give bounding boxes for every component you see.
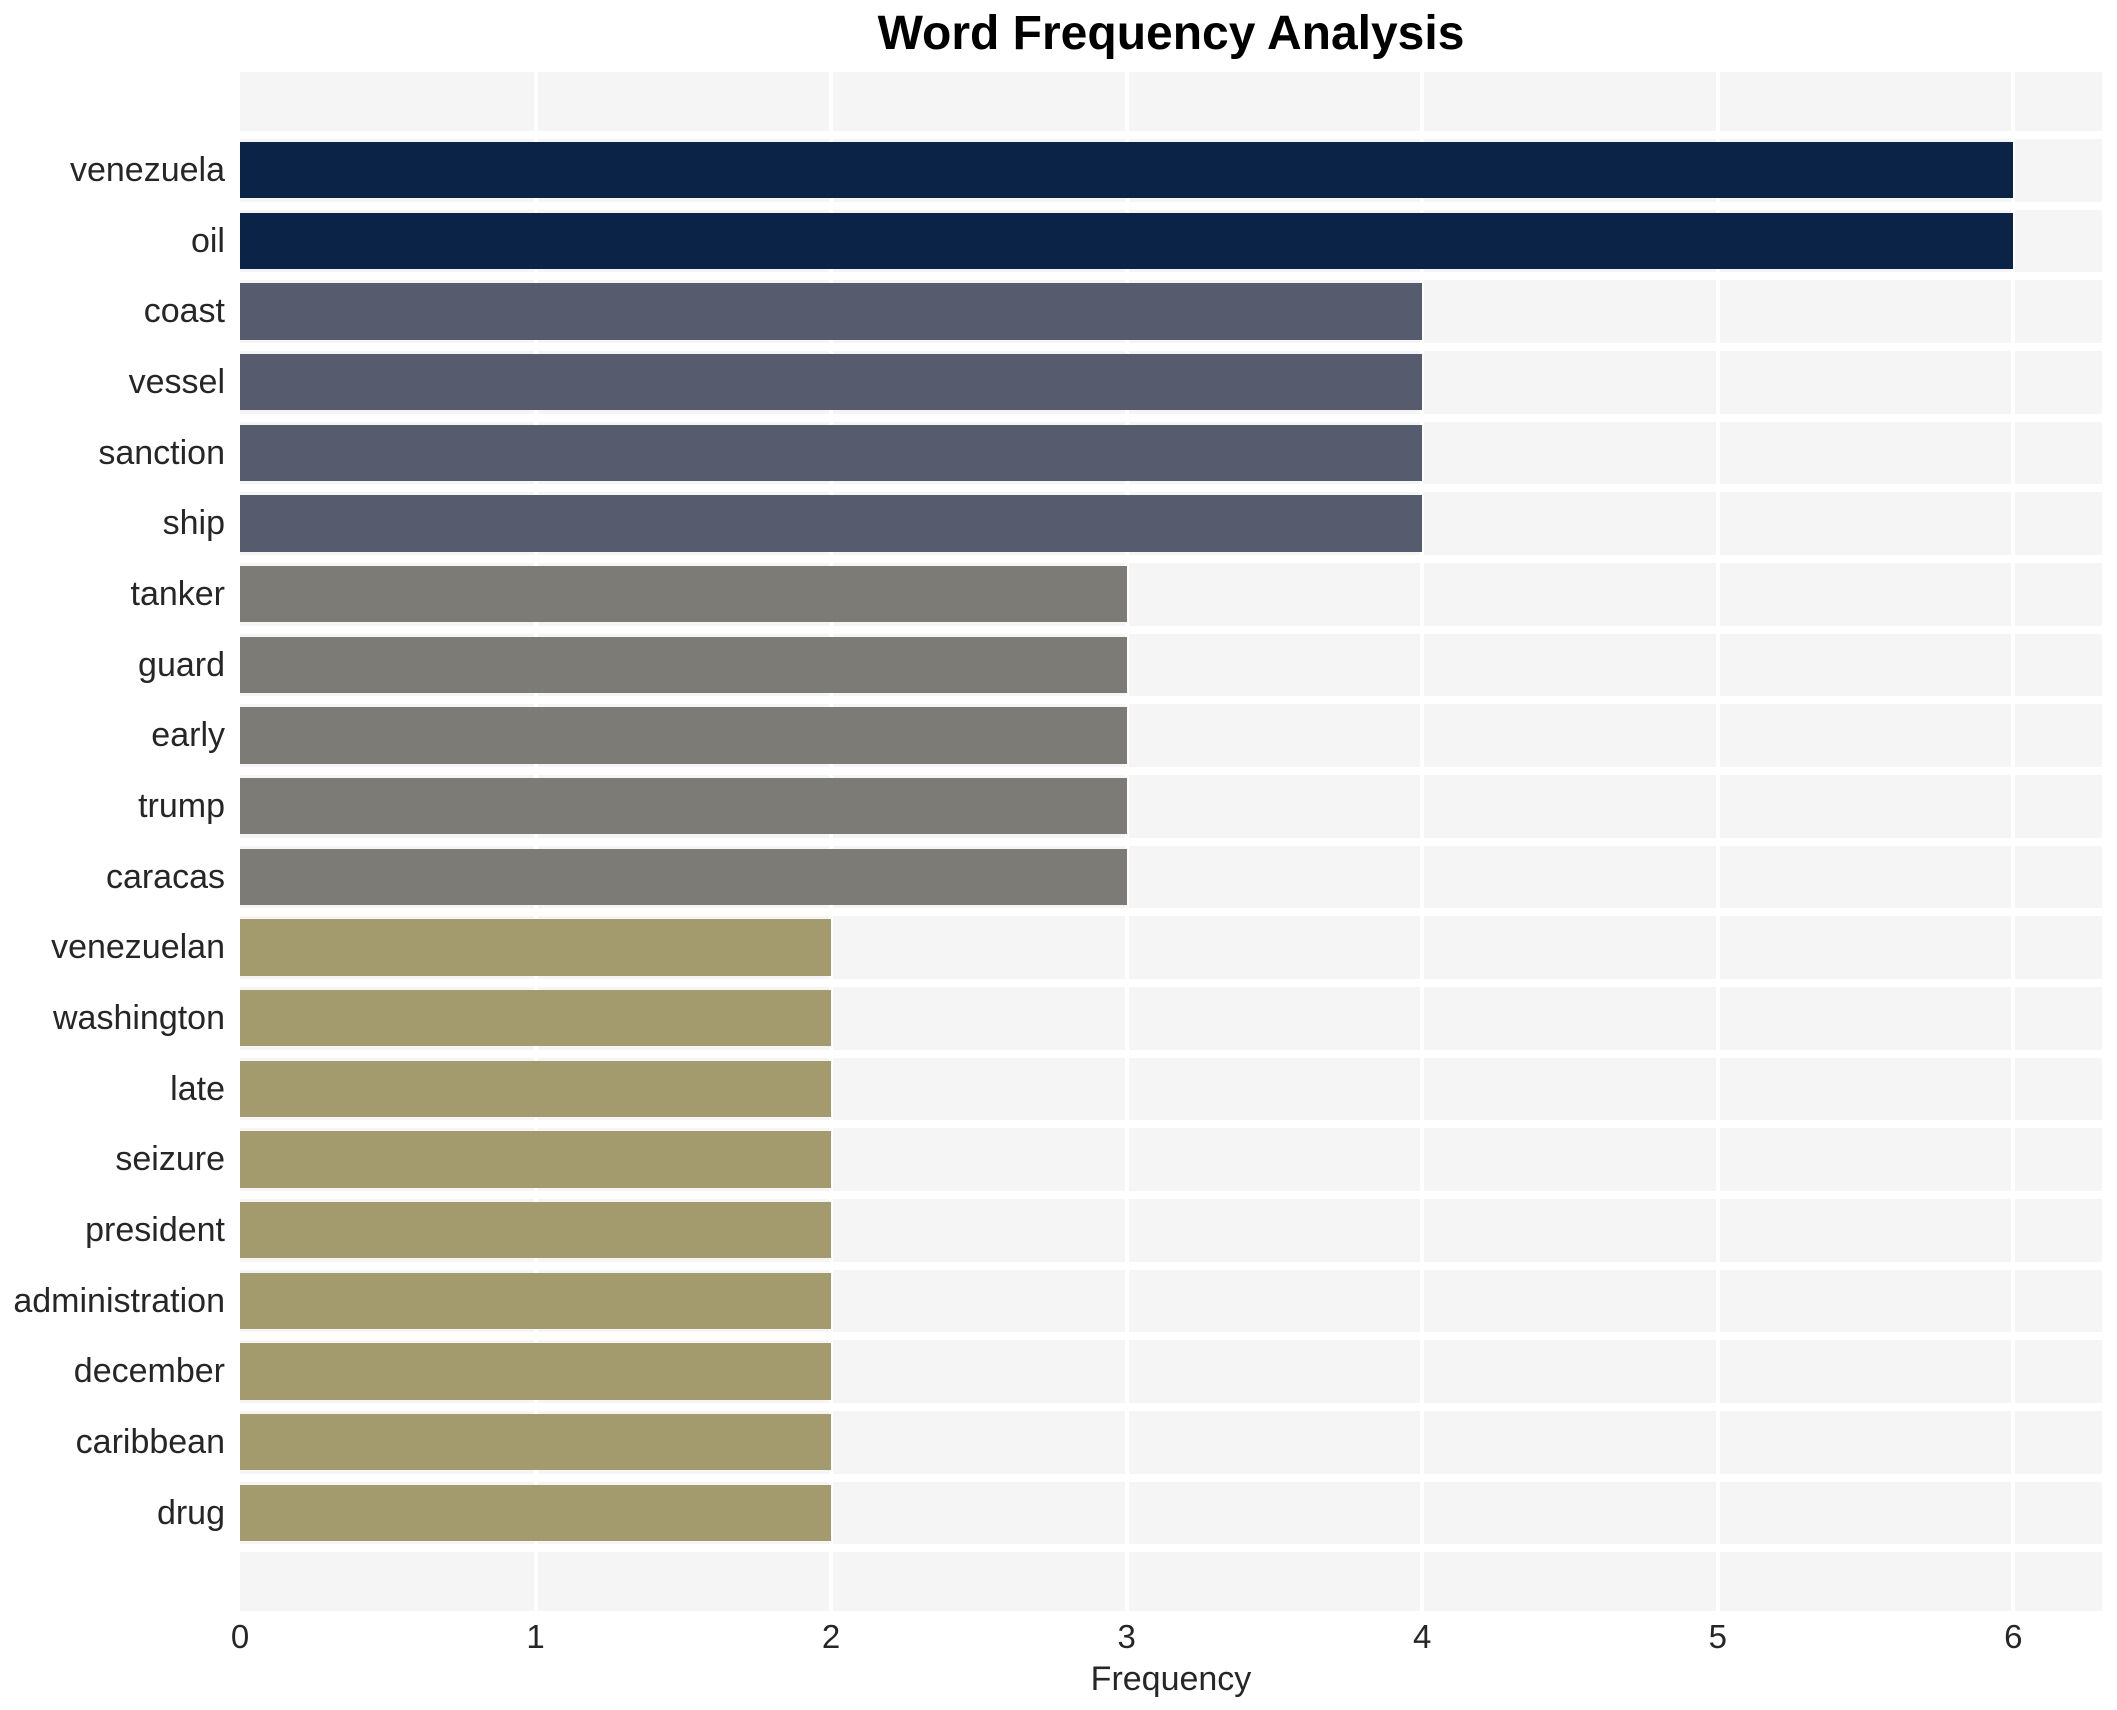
grid-line-horizontal <box>240 130 2102 139</box>
bar-caracas <box>240 848 1127 906</box>
category-label-vessel: vessel <box>128 362 225 401</box>
x-tick-label-6: 6 <box>2004 1618 2023 1655</box>
category-label-oil: oil <box>190 221 225 260</box>
grid-line-horizontal <box>240 1049 2102 1058</box>
grid-line-horizontal <box>240 1544 2102 1553</box>
bar-late <box>240 1060 832 1118</box>
grid-line-horizontal <box>240 1402 2102 1411</box>
bar-caribbean <box>240 1413 832 1471</box>
grid-line-horizontal <box>240 908 2102 917</box>
grid-line-horizontal <box>240 1190 2102 1199</box>
bar-guard <box>240 636 1127 694</box>
x-axis-label: Frequency <box>1090 1660 1252 1698</box>
grid-line-horizontal <box>240 272 2102 281</box>
bar-tanker <box>240 565 1127 623</box>
bar-ship <box>240 495 1423 552</box>
x-tick-label-4: 4 <box>1413 1618 1432 1655</box>
grid-line-horizontal <box>240 201 2102 210</box>
grid-line-horizontal <box>240 484 2102 493</box>
category-label-early: early <box>151 716 225 755</box>
bar-vessel <box>240 353 1423 411</box>
grid-line-horizontal <box>240 554 2102 563</box>
x-tick-label-1: 1 <box>526 1618 545 1655</box>
category-label-caracas: caracas <box>105 857 225 896</box>
bar-washington <box>240 989 832 1047</box>
grid-line-horizontal <box>240 978 2102 987</box>
bar-president <box>240 1201 832 1259</box>
grid-line-horizontal <box>240 766 2102 775</box>
bar-venezuela <box>240 141 2014 199</box>
bar-drug <box>240 1484 832 1542</box>
plot-area <box>240 72 2102 1611</box>
category-label-ship: ship <box>162 504 225 543</box>
grid-line-horizontal <box>240 1261 2102 1270</box>
y-axis-labels: venezuela oil coast vessel sanction ship tanke… <box>0 72 225 1611</box>
grid-line-horizontal <box>240 1473 2102 1482</box>
bar-december <box>240 1343 832 1400</box>
bar-oil <box>240 212 2014 270</box>
chart-title: Word Frequency Analysis <box>877 7 1465 60</box>
category-label-venezuelan: venezuelan <box>51 928 225 967</box>
category-label-sanction: sanction <box>98 433 225 472</box>
x-tick-label-3: 3 <box>1117 1618 1136 1655</box>
grid-line-horizontal <box>240 696 2102 705</box>
bar-seizure <box>240 1131 832 1188</box>
category-label-venezuela: venezuela <box>69 150 225 189</box>
bar-trump <box>240 777 1127 835</box>
category-label-drug: drug <box>156 1493 225 1532</box>
grid-line-horizontal <box>240 1332 2102 1341</box>
category-label-administration: administration <box>13 1281 225 1320</box>
x-tick-label-0: 0 <box>230 1618 250 1655</box>
category-label-guard: guard <box>138 645 225 684</box>
category-label-december: december <box>73 1352 225 1391</box>
grid-line-horizontal <box>240 342 2102 351</box>
bar-early <box>240 707 1127 764</box>
category-label-seizure: seizure <box>115 1140 225 1179</box>
category-label-washington: washington <box>52 998 225 1037</box>
grid-line-horizontal <box>240 413 2102 422</box>
x-tick-label-2: 2 <box>821 1618 841 1655</box>
grid-line-horizontal <box>240 625 2102 634</box>
grid-line-horizontal <box>240 837 2102 846</box>
category-label-caribbean: caribbean <box>75 1422 225 1461</box>
category-label-coast: coast <box>143 292 225 331</box>
category-label-president: president <box>85 1210 225 1249</box>
bar-administration <box>240 1272 832 1330</box>
x-tick-label-5: 5 <box>1708 1618 1727 1655</box>
grid-line-horizontal <box>240 1120 2102 1129</box>
category-label-late: late <box>170 1069 225 1108</box>
bar-sanction <box>240 424 1423 482</box>
category-label-trump: trump <box>138 786 225 825</box>
category-label-tanker: tanker <box>130 574 226 613</box>
bar-coast <box>240 283 1423 340</box>
bar-venezuelan <box>240 919 832 976</box>
